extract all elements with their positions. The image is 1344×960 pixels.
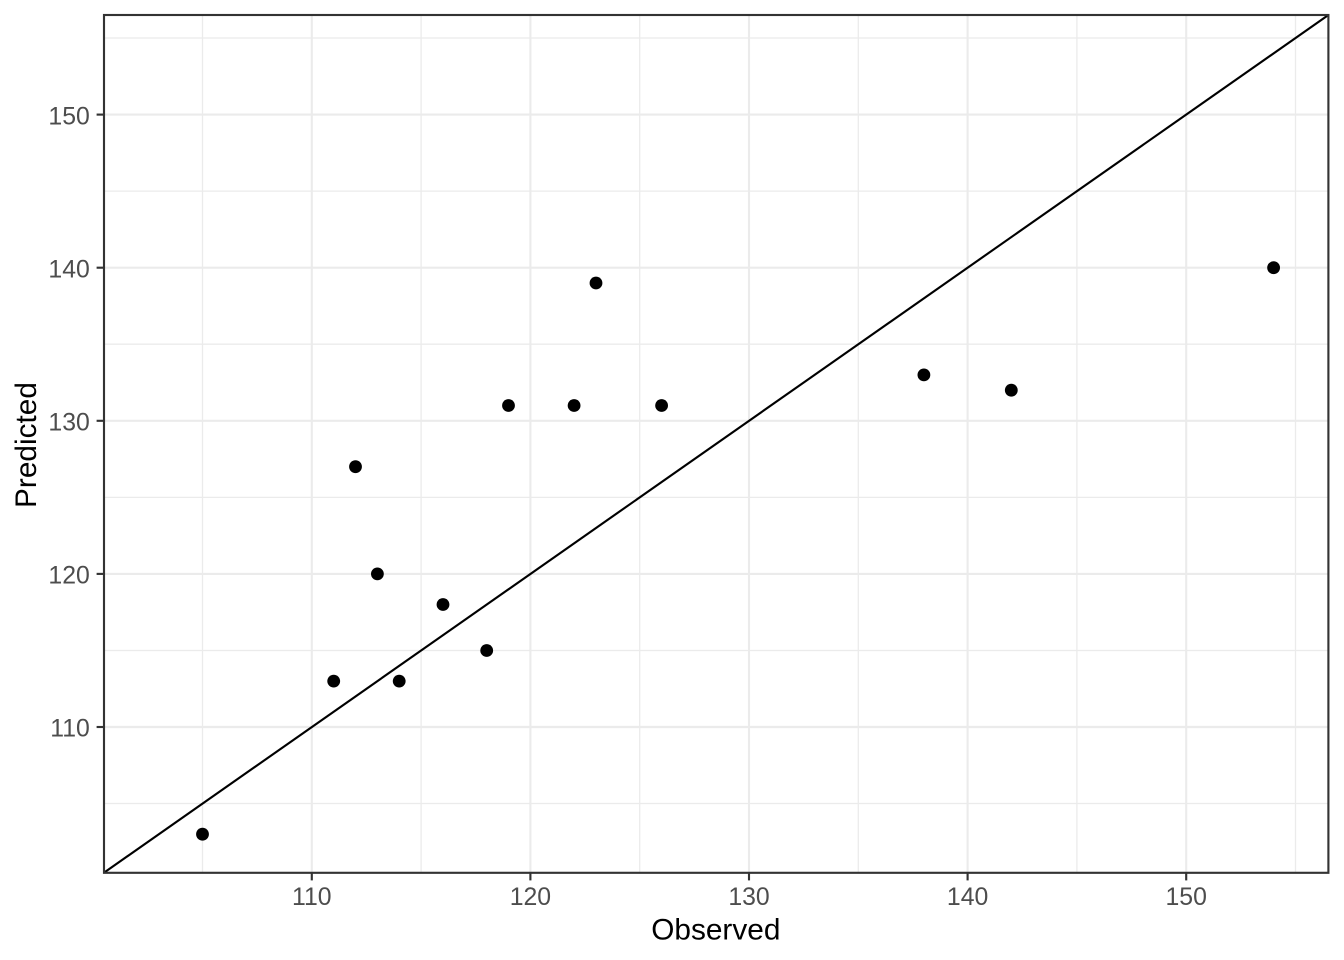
svg-text:140: 140 <box>48 256 89 283</box>
svg-text:130: 130 <box>48 410 89 437</box>
svg-text:150: 150 <box>1166 884 1207 911</box>
svg-text:120: 120 <box>48 563 89 590</box>
svg-text:140: 140 <box>947 884 988 911</box>
svg-text:130: 130 <box>728 884 769 911</box>
svg-text:Observed: Observed <box>651 914 780 947</box>
svg-text:120: 120 <box>510 884 551 911</box>
svg-text:Predicted: Predicted <box>10 382 43 508</box>
svg-text:150: 150 <box>48 103 89 130</box>
svg-text:110: 110 <box>50 716 90 743</box>
svg-text:110: 110 <box>292 884 332 911</box>
